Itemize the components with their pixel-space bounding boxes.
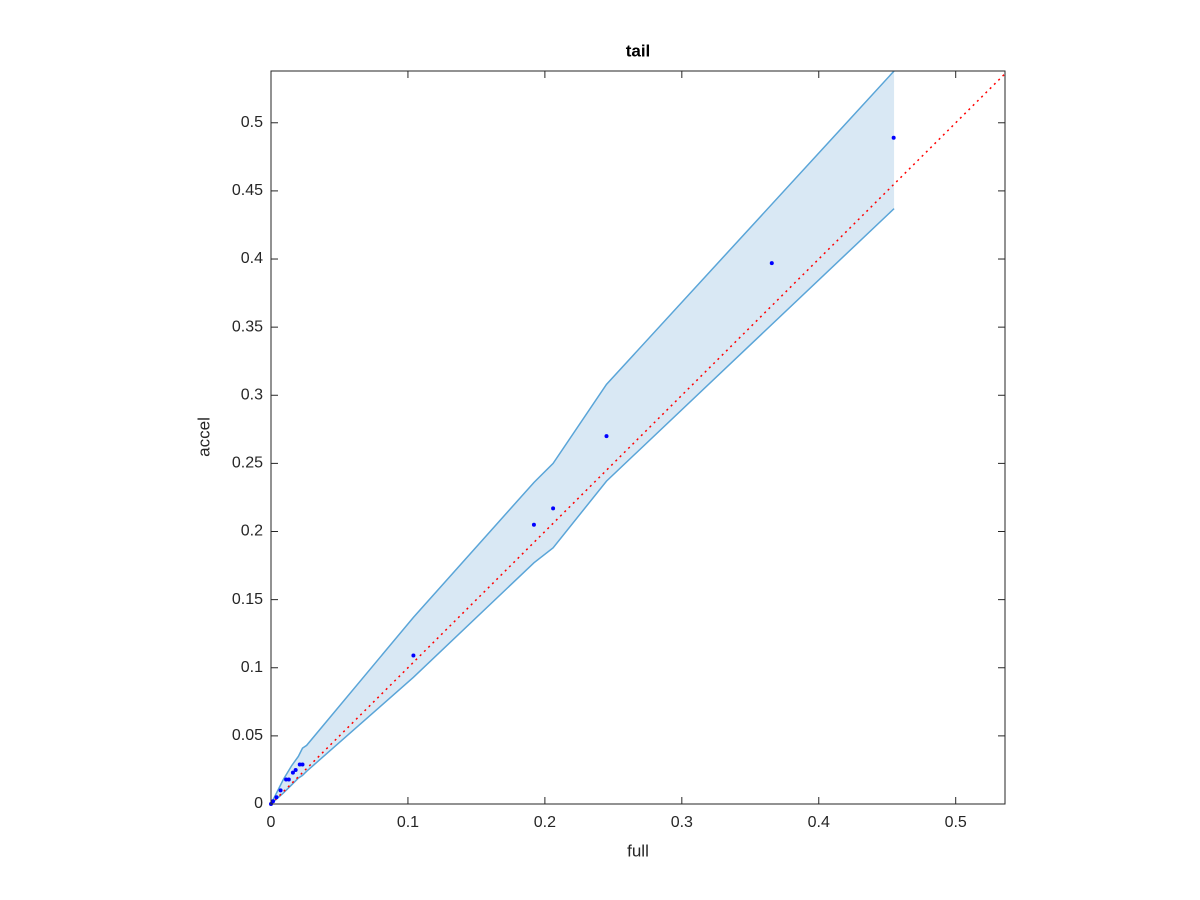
data-point: [274, 795, 279, 800]
data-point: [411, 653, 416, 658]
data-point: [290, 770, 295, 775]
y-tick-label: 0.5: [241, 114, 263, 131]
data-point: [551, 506, 556, 511]
data-point: [891, 135, 896, 140]
y-axis-label: accel: [194, 417, 213, 457]
y-tick-label: 0.45: [232, 182, 263, 199]
y-tick-label: 0.05: [232, 727, 263, 744]
data-point: [604, 434, 609, 439]
x-tick-label: 0: [267, 814, 276, 831]
data-point: [300, 762, 305, 767]
x-tick-label: 0.5: [945, 814, 967, 831]
axes-box: [270, 70, 1006, 805]
data-point: [278, 788, 283, 793]
band-upper-edge: [270, 70, 895, 805]
x-tick-label: 0.1: [397, 814, 419, 831]
y-tick-label: 0.35: [232, 318, 263, 335]
data-point: [284, 777, 289, 782]
y-tick-label: 0.15: [232, 591, 263, 608]
x-tick-label: 0.3: [671, 814, 693, 831]
data-point: [769, 261, 774, 266]
chart-title: tail: [626, 41, 651, 60]
x-tick-label: 0.4: [808, 814, 830, 831]
data-point: [297, 762, 302, 767]
data-point: [293, 767, 298, 772]
data-point: [286, 777, 291, 782]
y-tick-label: 0: [254, 795, 263, 812]
y-tick-label: 0.2: [241, 523, 263, 540]
data-point: [271, 799, 276, 804]
confidence-band: [271, 71, 895, 804]
band-lower-edge: [270, 208, 895, 805]
reference-line: [270, 73, 1006, 805]
y-tick-label: 0.4: [241, 250, 263, 267]
x-axis-label: full: [627, 841, 649, 860]
data-point: [531, 522, 536, 527]
y-tick-label: 0.1: [241, 659, 263, 676]
y-tick-label: 0.3: [241, 386, 263, 403]
y-tick-label: 0.25: [232, 455, 263, 472]
x-tick-label: 0.2: [534, 814, 556, 831]
